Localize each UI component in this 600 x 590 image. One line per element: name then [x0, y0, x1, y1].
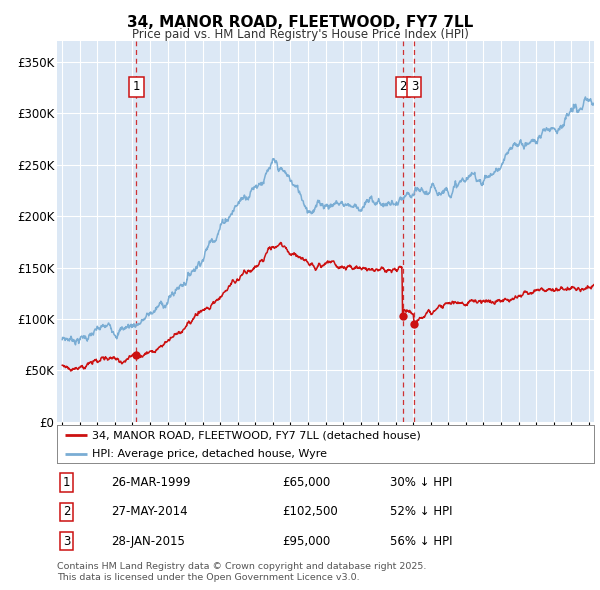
Text: 52% ↓ HPI: 52% ↓ HPI [390, 505, 452, 519]
Text: 3: 3 [411, 80, 418, 93]
Text: £65,000: £65,000 [283, 476, 331, 489]
Text: 56% ↓ HPI: 56% ↓ HPI [390, 535, 452, 548]
Text: 28-JAN-2015: 28-JAN-2015 [111, 535, 185, 548]
Text: 3: 3 [63, 535, 70, 548]
Text: 1: 1 [63, 476, 70, 489]
Text: 2: 2 [399, 80, 406, 93]
Text: 34, MANOR ROAD, FLEETWOOD, FY7 7LL (detached house): 34, MANOR ROAD, FLEETWOOD, FY7 7LL (deta… [92, 430, 421, 440]
Text: 30% ↓ HPI: 30% ↓ HPI [390, 476, 452, 489]
Text: £102,500: £102,500 [283, 505, 338, 519]
Text: 34, MANOR ROAD, FLEETWOOD, FY7 7LL: 34, MANOR ROAD, FLEETWOOD, FY7 7LL [127, 15, 473, 30]
Text: Price paid vs. HM Land Registry's House Price Index (HPI): Price paid vs. HM Land Registry's House … [131, 28, 469, 41]
Text: 2: 2 [63, 505, 70, 519]
Text: HPI: Average price, detached house, Wyre: HPI: Average price, detached house, Wyre [92, 448, 327, 458]
Text: 1: 1 [133, 80, 140, 93]
Text: 27-MAY-2014: 27-MAY-2014 [111, 505, 187, 519]
Text: 26-MAR-1999: 26-MAR-1999 [111, 476, 190, 489]
Text: £95,000: £95,000 [283, 535, 331, 548]
Text: Contains HM Land Registry data © Crown copyright and database right 2025.
This d: Contains HM Land Registry data © Crown c… [57, 562, 427, 582]
